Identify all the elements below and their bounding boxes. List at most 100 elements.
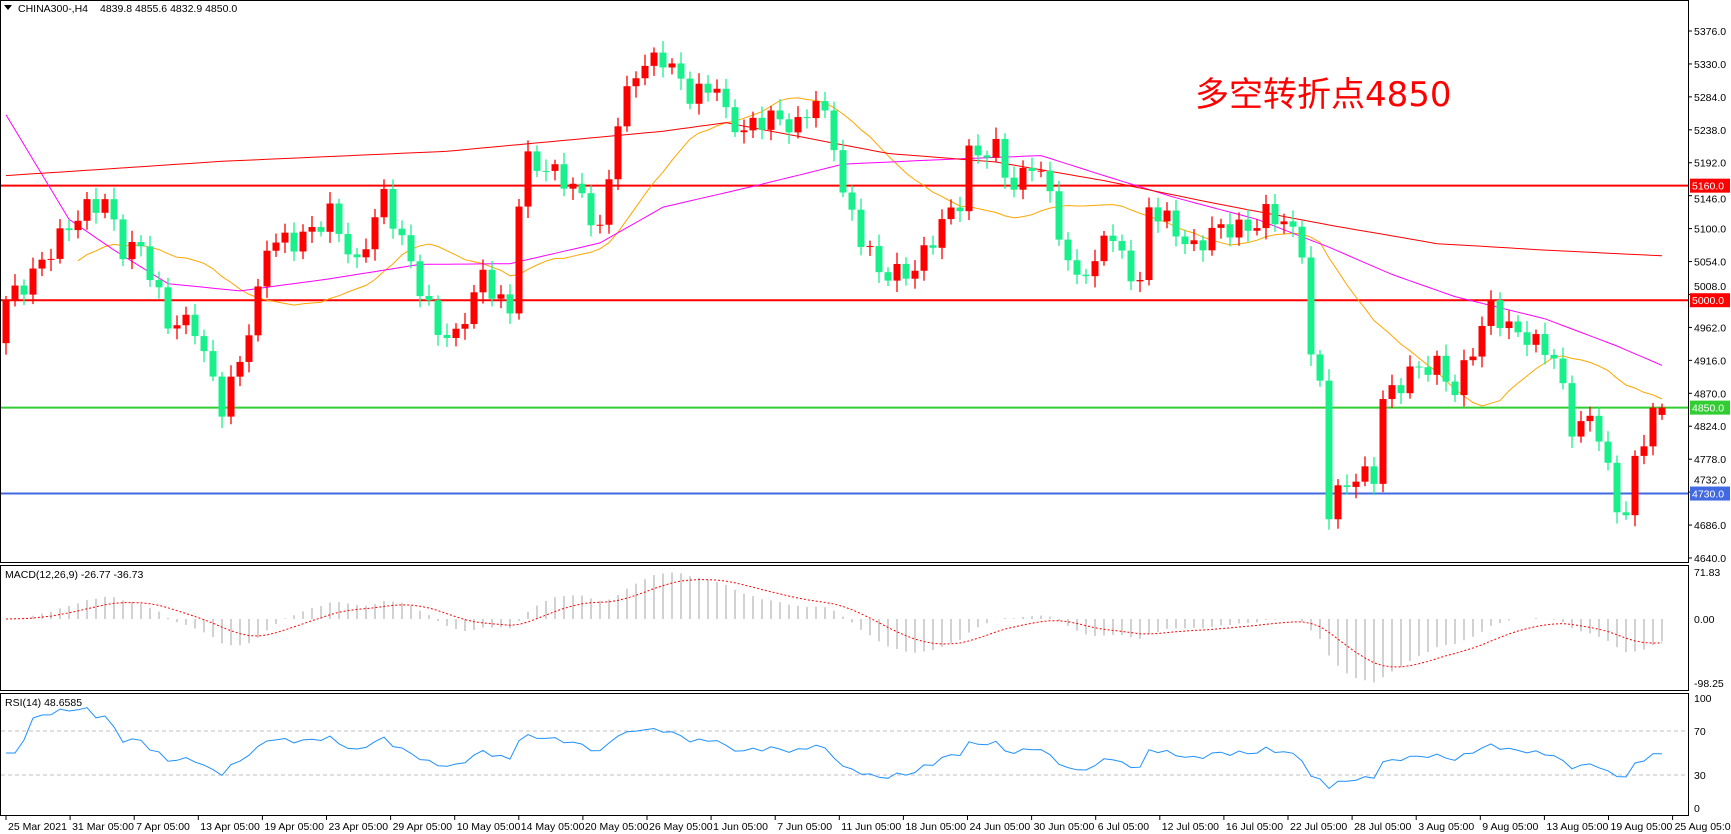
candle-body <box>290 232 298 252</box>
dropdown-triangle-icon[interactable] <box>4 5 12 10</box>
candle <box>173 315 181 340</box>
candle-body <box>1460 360 1468 396</box>
candle-body <box>740 130 748 133</box>
candle <box>254 278 262 342</box>
macd-signal-line <box>5 579 1663 668</box>
candle <box>1208 216 1216 256</box>
candle-body <box>263 250 271 287</box>
candle-body <box>1595 415 1603 442</box>
candle-body <box>929 245 937 248</box>
candle <box>137 235 145 257</box>
candle-body <box>1478 325 1486 357</box>
level-tag-bg <box>1690 178 1730 193</box>
annotation-text: 多空转折点4850 <box>1195 75 1452 115</box>
candle-body <box>1514 321 1522 333</box>
candle <box>1109 224 1117 253</box>
candle-body <box>767 110 775 130</box>
candle <box>533 145 541 178</box>
candle-body <box>407 235 415 262</box>
candle-body <box>857 209 865 247</box>
candle-body <box>830 110 838 151</box>
candle <box>1217 218 1225 239</box>
candle-body <box>29 268 37 295</box>
candle <box>1532 329 1540 353</box>
candle-body <box>1253 228 1261 231</box>
level-tag-bg <box>1690 293 1730 308</box>
macd-pane[interactable] <box>5 572 1663 683</box>
candle <box>1595 406 1603 452</box>
price-tick-label: 5330.0 <box>1694 59 1726 71</box>
candle <box>155 271 163 299</box>
candle-body <box>1073 260 1081 275</box>
candle <box>281 223 289 254</box>
candle-body <box>848 192 856 210</box>
candle-body <box>803 117 811 119</box>
candle-body <box>245 335 253 362</box>
candle-body <box>614 126 622 180</box>
price-tick-label: 5192.0 <box>1694 158 1726 170</box>
level-tag-5000.0: 5000.0 <box>1692 295 1724 307</box>
candle-body <box>1118 241 1126 251</box>
candle <box>920 236 928 281</box>
date-tick-label: 7 Jun 05:00 <box>777 821 832 833</box>
candle-body <box>623 86 631 127</box>
candle <box>1586 406 1594 432</box>
candle <box>803 109 811 129</box>
candle <box>767 106 775 141</box>
candle <box>416 254 424 308</box>
candle-body <box>398 228 406 236</box>
candle <box>1100 230 1108 266</box>
candle <box>353 247 361 269</box>
price-tick-label: 4824.0 <box>1694 421 1726 433</box>
candle <box>1307 246 1315 366</box>
price-pane[interactable] <box>1 41 1688 530</box>
rsi-pane[interactable] <box>1 707 1688 790</box>
candle <box>20 279 28 306</box>
candle-body <box>758 117 766 130</box>
candle-body <box>416 261 424 297</box>
candle-body <box>992 138 1000 158</box>
candle <box>398 220 406 246</box>
date-tick-label: 29 Apr 05:00 <box>393 821 453 833</box>
candle <box>1397 378 1405 404</box>
candle <box>1559 347 1567 390</box>
date-tick-label: 11 Jun 05:00 <box>841 821 901 833</box>
candle <box>1379 390 1387 493</box>
candle-body <box>1523 332 1531 345</box>
candle-body <box>1334 485 1342 520</box>
candle-body <box>1361 466 1369 482</box>
main-pane-frame <box>0 0 1689 563</box>
date-tick-label: 26 May 05:00 <box>649 821 713 833</box>
date-tick-label: 10 May 05:00 <box>457 821 521 833</box>
candle <box>1352 473 1360 499</box>
candle-body <box>20 285 28 295</box>
candle <box>191 303 199 345</box>
candle-body <box>1145 207 1153 280</box>
date-tick-label: 12 Jul 05:00 <box>1162 821 1219 833</box>
candle <box>686 71 694 110</box>
candle <box>209 339 217 382</box>
candle-body <box>1649 407 1657 447</box>
candle-body <box>173 325 181 329</box>
candle-body <box>119 219 127 260</box>
candle-body <box>668 63 676 68</box>
candle-body <box>1091 261 1099 277</box>
candle-body <box>236 361 244 377</box>
candle <box>713 79 721 102</box>
candle-body <box>902 263 910 279</box>
candle-body <box>1190 240 1198 245</box>
candle-body <box>1181 236 1189 245</box>
level-tag-4730.0: 4730.0 <box>1692 489 1724 501</box>
candle-body <box>1640 446 1648 456</box>
candle <box>1127 239 1135 291</box>
candle-body <box>569 183 577 189</box>
candle-body <box>110 199 118 220</box>
candle-body <box>1298 226 1306 258</box>
candle-body <box>137 241 145 247</box>
candle <box>1478 316 1486 368</box>
date-tick-label: 14 May 05:00 <box>521 821 585 833</box>
candle <box>551 159 559 181</box>
candle-body <box>1280 221 1288 225</box>
candle-body <box>101 199 109 213</box>
